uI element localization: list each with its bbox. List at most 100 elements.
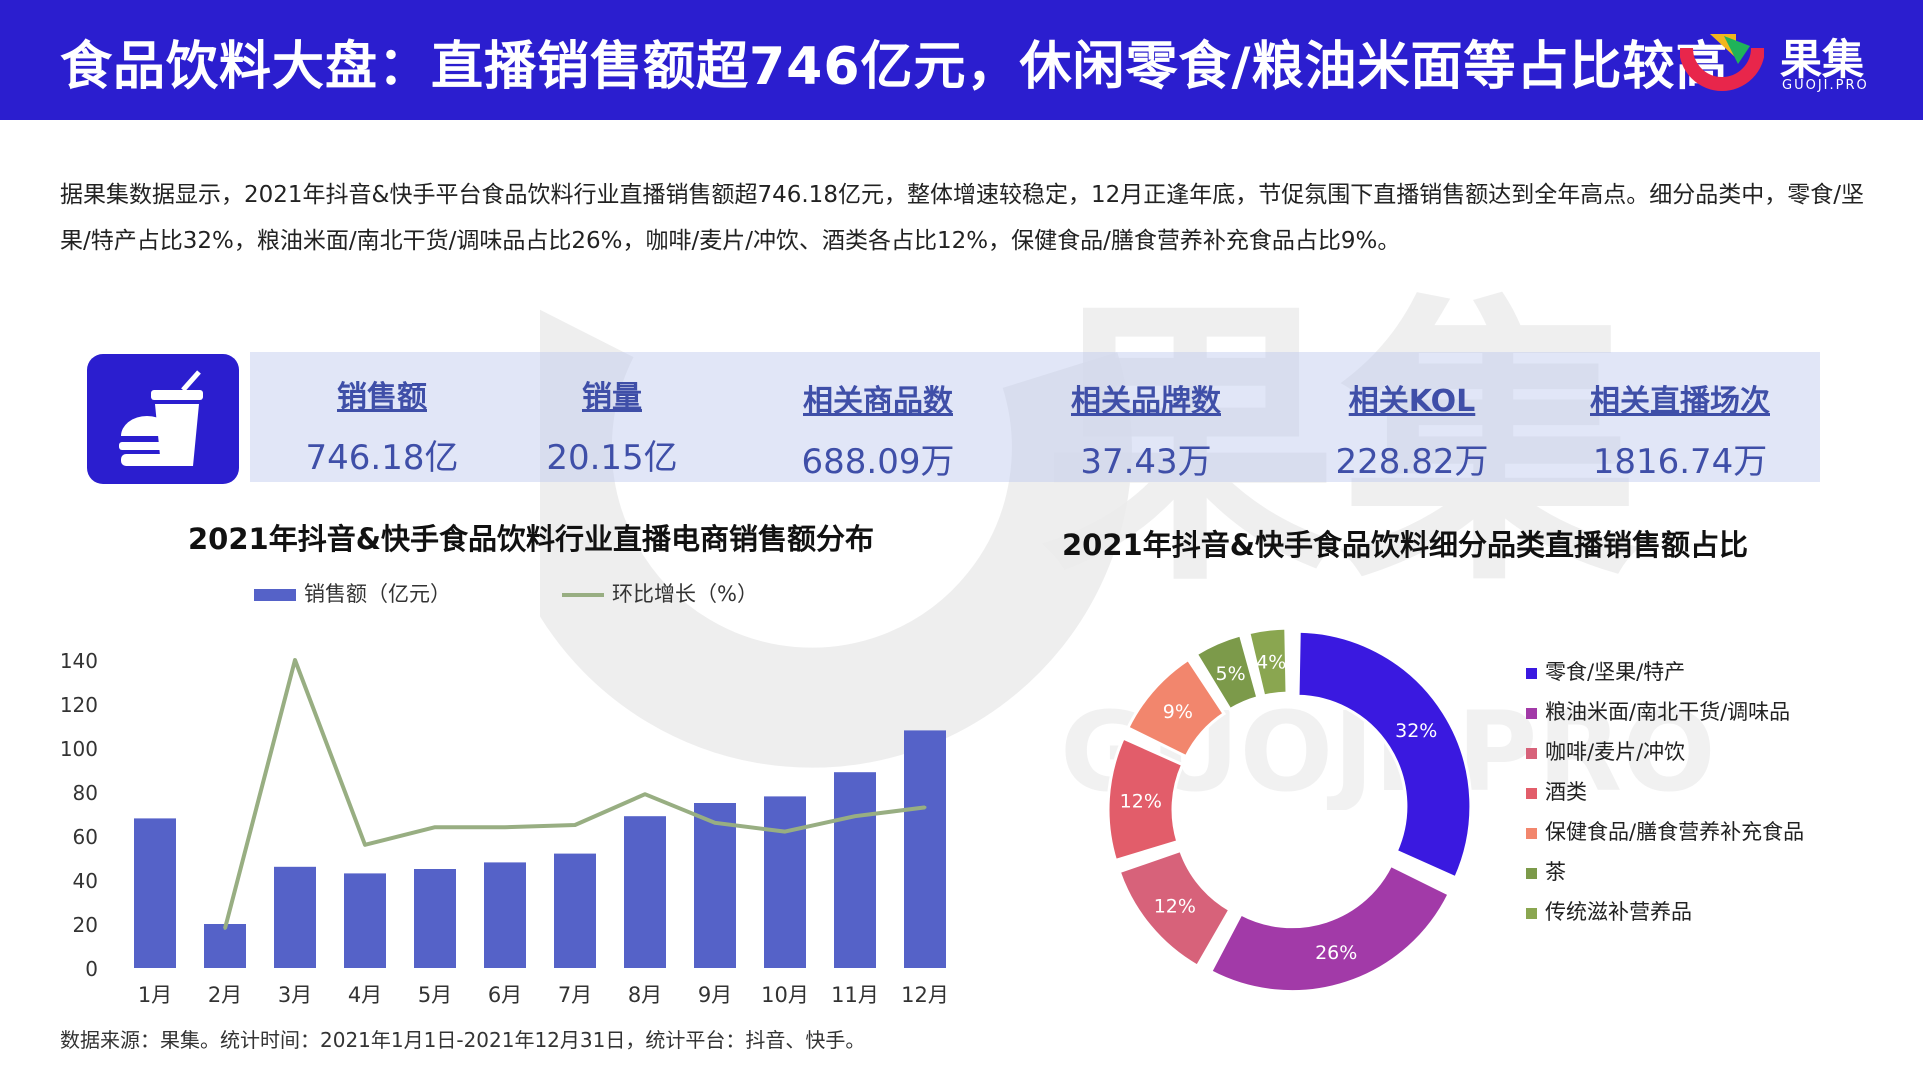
growth-point-5月 [433, 825, 437, 829]
donut-slice-0 [1296, 629, 1473, 880]
bar-8月 [624, 816, 666, 968]
growth-point-2月 [223, 926, 227, 930]
kpi-value: 20.15亿 [546, 438, 678, 478]
data-source: 数据来源：果集。统计时间：2021年1月1日-2021年12月31日，统计平台：… [60, 1028, 866, 1052]
donut-legend-item: 保健食品/膳食营养补充食品 [1526, 816, 1804, 856]
x-tick-label: 3月 [278, 983, 312, 1007]
donut-slice-4 [1125, 657, 1227, 759]
bar-7月 [554, 853, 596, 968]
donut-slice-1 [1208, 863, 1452, 994]
donut-slice-label: 9% [1163, 701, 1193, 723]
bar-3月 [274, 866, 316, 968]
y-tick-label: 60 [73, 825, 98, 849]
legend-swatch-line [562, 593, 604, 597]
legend-label: 茶 [1545, 860, 1566, 884]
legend-label: 环比增长（%） [612, 582, 758, 606]
donut-legend-item: 粮油米面/南北干货/调味品 [1526, 696, 1804, 736]
legend-swatch [1526, 867, 1537, 879]
x-tick-label: 12月 [901, 983, 949, 1007]
y-tick-label: 120 [60, 693, 98, 717]
donut-slice-label: 12% [1154, 895, 1196, 917]
legend-label: 酒类 [1545, 780, 1587, 804]
donut-slice-label: 26% [1315, 942, 1357, 964]
logo-name: 果集 [1780, 35, 1865, 84]
kpi-value: 228.82万 [1335, 442, 1489, 482]
growth-point-8月 [643, 792, 647, 796]
kpi-value: 1816.74万 [1592, 442, 1768, 482]
legend-label: 传统滋补营养品 [1545, 900, 1692, 924]
guoji-logo-icon [1680, 34, 1764, 91]
x-tick-label: 9月 [698, 983, 732, 1007]
donut-slice-5 [1194, 633, 1260, 712]
growth-point-11月 [853, 814, 857, 818]
donut-legend: 零食/坚果/特产粮油米面/南北干货/调味品咖啡/麦片/冲饮 酒类保健食品/膳食营养… [1526, 656, 1804, 936]
x-tick-label: 8月 [628, 983, 662, 1007]
kpi-live-sessions: 相关直播场次 1816.74万 [1560, 376, 1800, 483]
x-tick-label: 10月 [761, 983, 809, 1007]
legend-label: 销售额（亿元） [304, 582, 451, 606]
kpi-value: 746.18亿 [305, 438, 459, 478]
donut-legend-item: 咖啡/麦片/冲饮 [1526, 736, 1804, 776]
donut-chart-title: 2021年抖音&快手食品饮料细分品类直播销售额占比 [1062, 528, 1749, 562]
kpi-band [250, 352, 1820, 482]
bar-chart-title: 2021年抖音&快手食品饮料行业直播电商销售额分布 [188, 522, 875, 556]
donut-slice-3 [1106, 736, 1185, 863]
donut-slice-2 [1117, 848, 1232, 969]
bar-10月 [764, 796, 806, 968]
y-tick-label: 20 [73, 913, 98, 937]
kpi-brands: 相关品牌数 37.43万 [1026, 376, 1266, 483]
x-tick-label: 5月 [418, 983, 452, 1007]
growth-point-7月 [573, 823, 577, 827]
y-tick-label: 0 [85, 957, 98, 981]
donut-slice-6 [1247, 626, 1289, 698]
bar-12月 [904, 730, 946, 968]
watermark-text: 果集 [1040, 290, 1640, 621]
growth-point-4月 [363, 843, 367, 847]
burger-drink-icon [87, 354, 239, 484]
donut-slice-label: 12% [1120, 791, 1162, 813]
donut-legend-item: 酒类 [1526, 776, 1804, 816]
bar-11月 [834, 772, 876, 968]
growth-point-10月 [783, 830, 787, 834]
bar-2月 [204, 924, 246, 968]
legend-swatch [1526, 827, 1537, 839]
growth-point-6月 [503, 825, 507, 829]
legend-swatch [1526, 667, 1537, 679]
kpi-label: 相关品牌数 [1071, 384, 1221, 419]
y-tick-label: 40 [73, 869, 98, 893]
donut-slice-label: 5% [1216, 663, 1246, 685]
legend-swatch-bar [254, 589, 296, 601]
kpi-kol: 相关KOL 228.82万 [1292, 376, 1532, 483]
bar-chart: 0 20 40 60 80 100 120 140 1月 2月 3月 4月 5月 6月 7月 8月 9月 10月 1… [60, 649, 949, 1007]
legend-swatch [1526, 907, 1537, 919]
bar-5月 [414, 869, 456, 968]
brand-logo: 果集 GUOJI.PRO [1680, 22, 1900, 102]
kpi-volume: 销量 20.15亿 [492, 372, 732, 479]
logo-sub: GUOJI.PRO [1782, 78, 1869, 93]
donut-chart: 32% 26% 12% 12% 9% 5% 4% [1106, 626, 1473, 994]
donut-legend-item: 传统滋补营养品 [1526, 896, 1804, 936]
x-tick-label: 7月 [558, 983, 592, 1007]
legend-swatch [1526, 707, 1537, 719]
growth-point-3月 [293, 658, 297, 662]
bar-legend-item: 销售额（亿元） [254, 578, 451, 608]
legend-label: 咖啡/麦片/冲饮 [1545, 740, 1686, 764]
line-legend-item: 环比增长（%） [562, 578, 758, 608]
donut-legend-item: 零食/坚果/特产 [1526, 656, 1804, 696]
header-bar: 食品饮料大盘：直播销售额超746亿元，休闲零食/粮油米面等占比较高 果集 GUO… [0, 0, 1923, 120]
legend-label: 零食/坚果/特产 [1545, 660, 1686, 684]
kpi-label: 相关KOL [1348, 384, 1476, 419]
legend-label: 保健食品/膳食营养补充食品 [1545, 820, 1805, 844]
legend-swatch [1526, 787, 1537, 799]
x-tick-label: 1月 [138, 983, 172, 1007]
legend-swatch [1526, 747, 1537, 759]
kpi-label: 销量 [582, 380, 642, 415]
x-tick-label: 4月 [348, 983, 382, 1007]
x-tick-label: 2月 [208, 983, 242, 1007]
bar-4月 [344, 873, 386, 968]
bar-6月 [484, 862, 526, 968]
kpi-label: 销售额 [337, 380, 427, 415]
watermark-logo: 果集 GUOJI.PRO [540, 290, 1716, 810]
kpi-products: 相关商品数 688.09万 [758, 376, 998, 483]
page-title: 食品饮料大盘：直播销售额超746亿元，休闲零食/粮油米面等占比较高 [60, 37, 1729, 97]
